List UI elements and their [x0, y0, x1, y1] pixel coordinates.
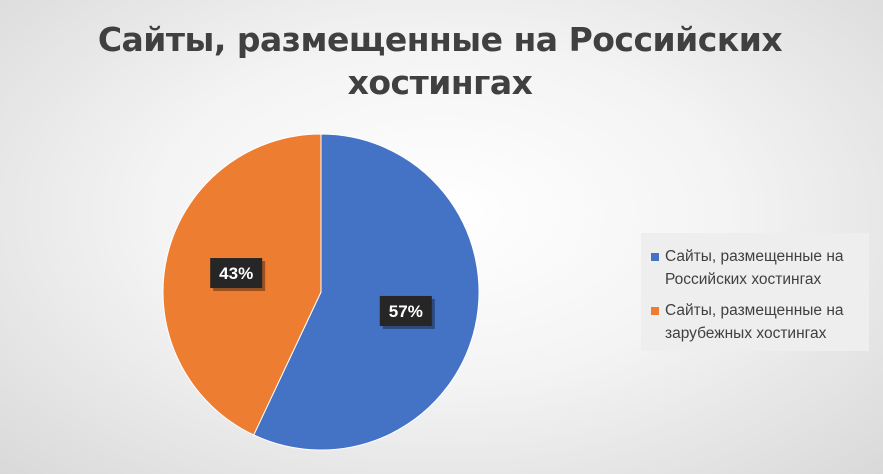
- svg-text:43%: 43%: [219, 264, 253, 283]
- data-label-foreign: 43%: [210, 258, 266, 292]
- legend-swatch-foreign: [651, 307, 659, 315]
- legend-item-russian: Сайты, размещенные на Российских хостинг…: [651, 245, 875, 291]
- legend: Сайты, размещенные на Российских хостинг…: [641, 233, 869, 351]
- legend-item-foreign: Сайты, размещенные на зарубежных хостинг…: [651, 299, 875, 345]
- svg-text:57%: 57%: [389, 302, 423, 321]
- legend-swatch-russian: [651, 253, 659, 261]
- pie-slice-russian: [253, 133, 480, 451]
- chart-title: Сайты, размещенные на Российских хостинг…: [97, 20, 783, 102]
- data-label-russian: 57%: [379, 295, 435, 329]
- legend-label-foreign: Сайты, размещенные на зарубежных хостинг…: [665, 302, 844, 342]
- legend-label-russian: Сайты, размещенные на Российских хостинг…: [665, 248, 844, 288]
